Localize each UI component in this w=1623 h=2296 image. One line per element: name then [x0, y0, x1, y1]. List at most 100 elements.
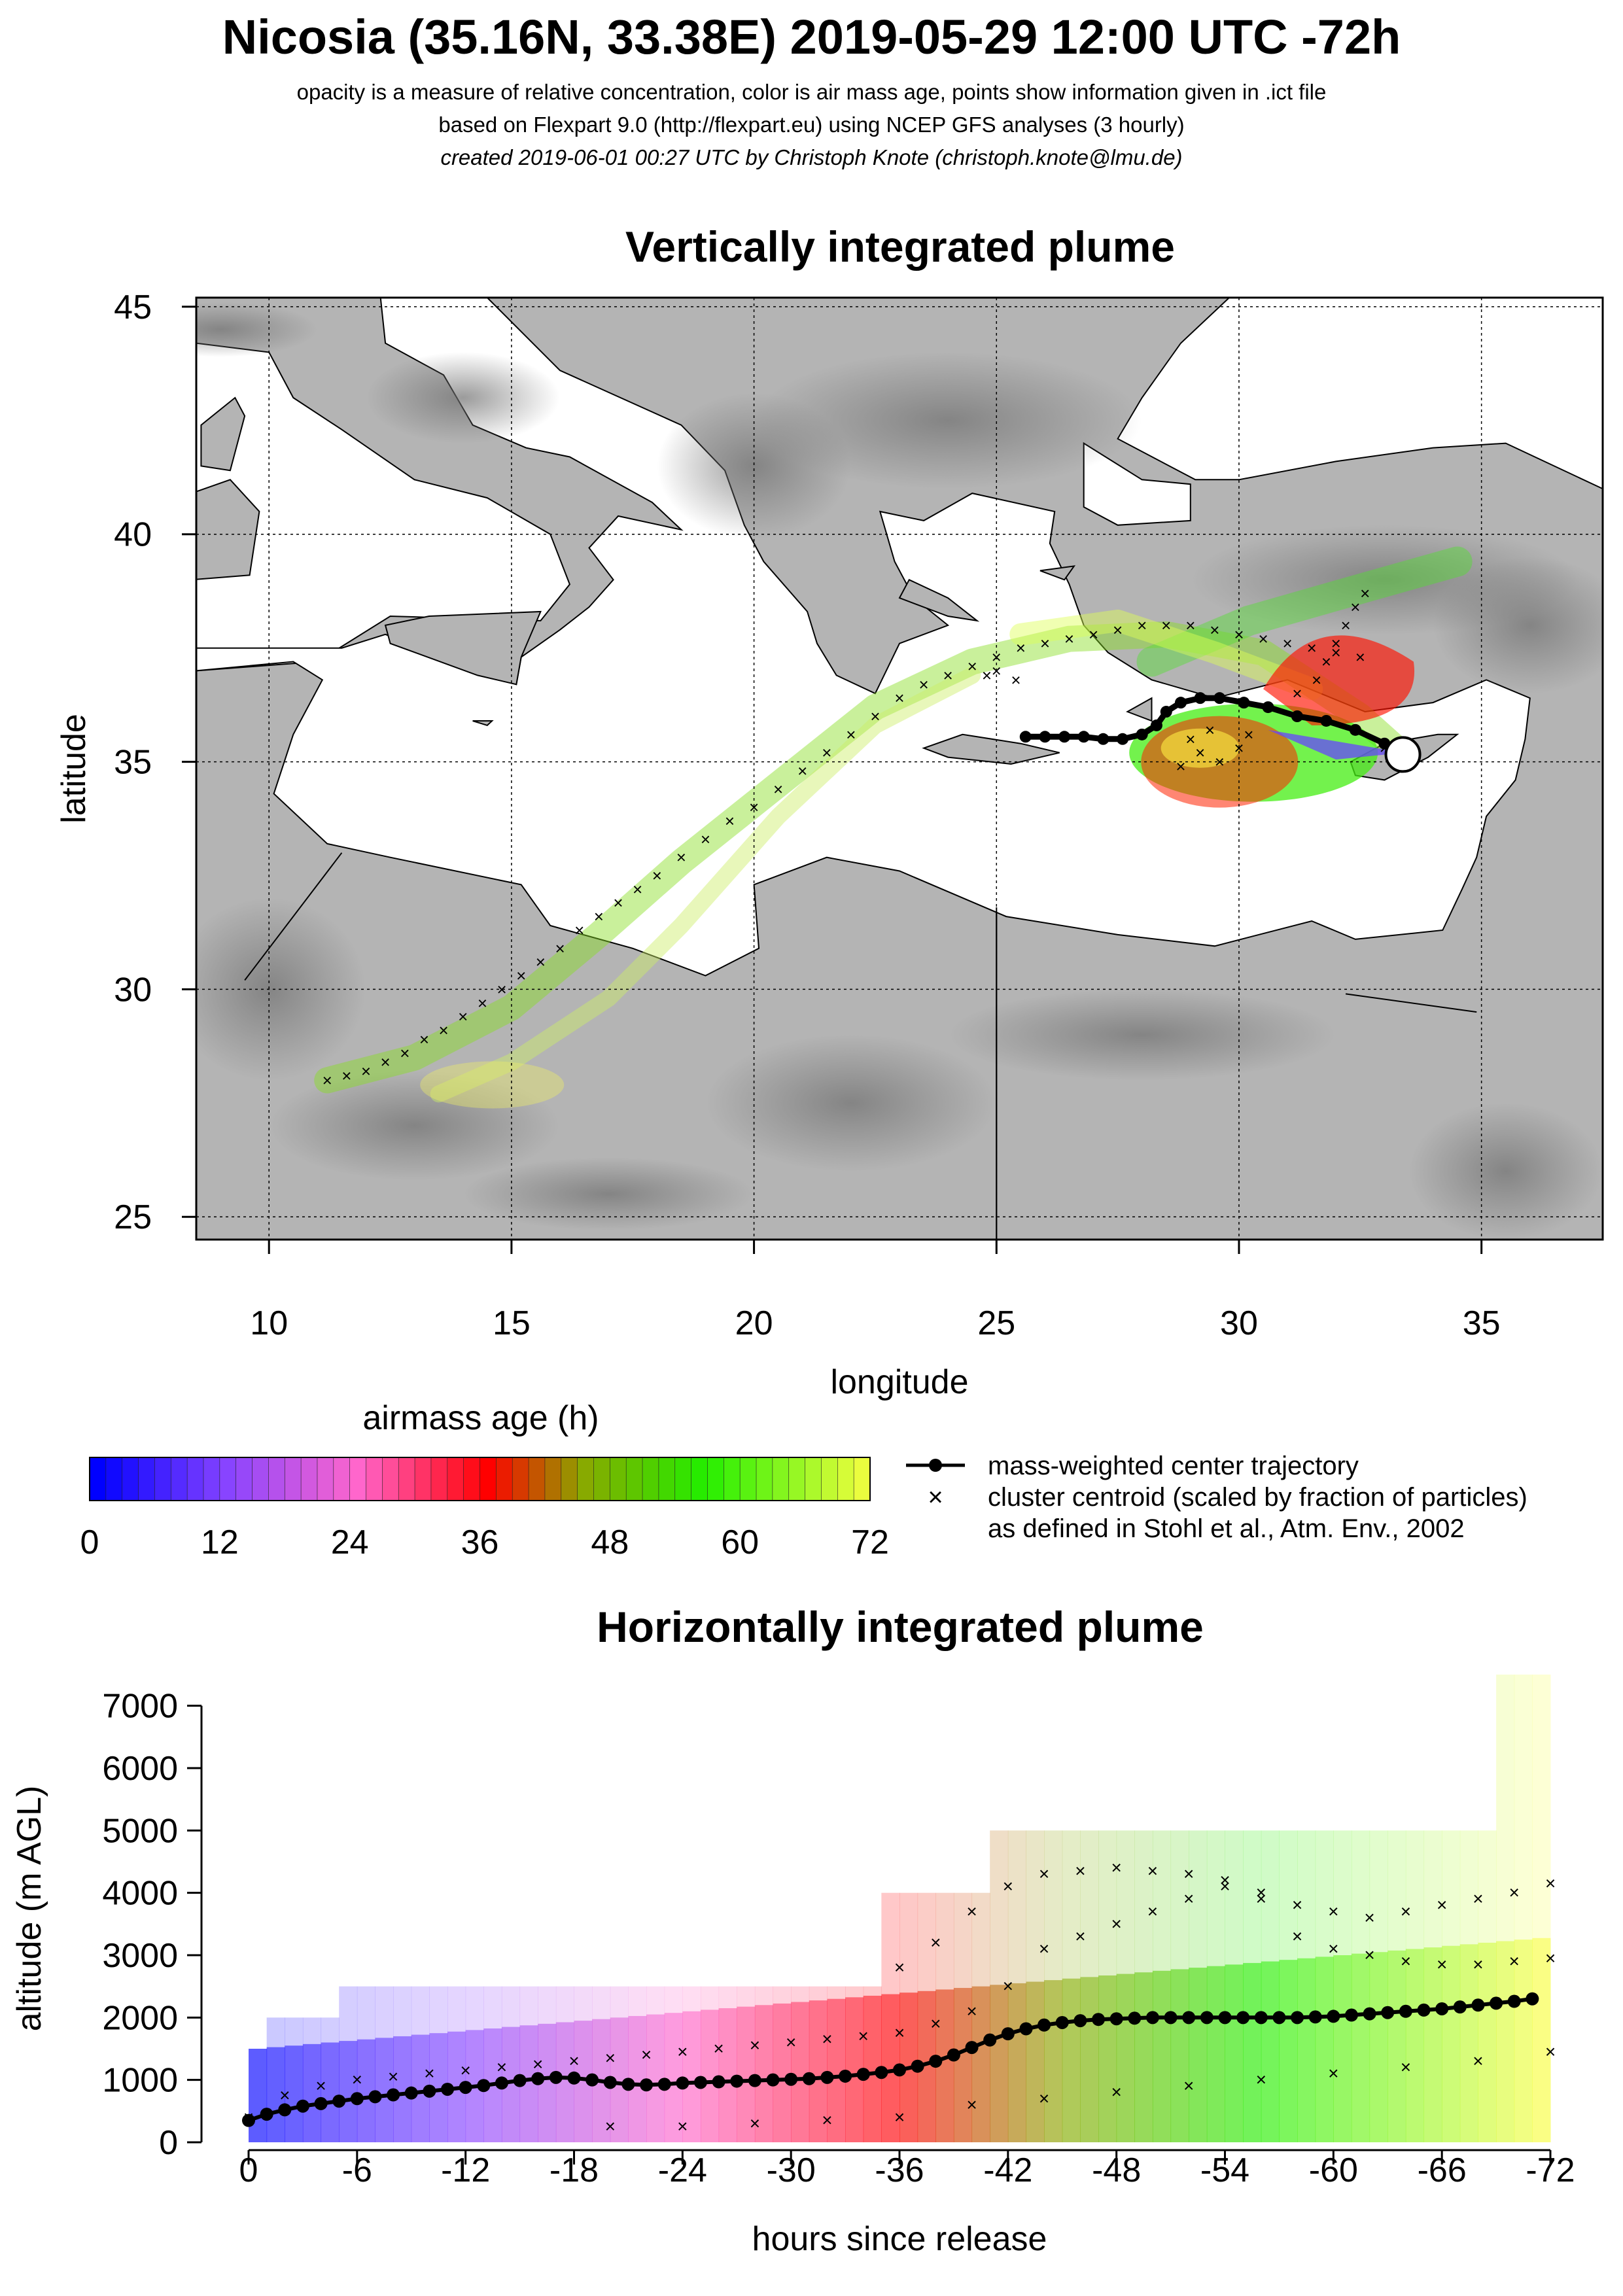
altitude-cluster-point: ×: [750, 2113, 760, 2133]
altitude-cluster-point: ×: [315, 2076, 326, 2096]
colorbar-swatch: [398, 1457, 415, 1501]
altitude-trajectory-point: [856, 2068, 870, 2081]
altitude-trajectory-point: [1308, 2010, 1322, 2024]
colorbar-swatch: [480, 1457, 497, 1501]
altitude-cluster-point: ×: [1509, 1951, 1520, 1972]
map-ytick-label: 25: [114, 1198, 152, 1236]
map-cluster-point: ×: [701, 829, 710, 849]
colorbar-swatch: [610, 1457, 627, 1501]
altitude-cluster-point: ×: [1364, 1907, 1374, 1928]
plume-cell-core: [1007, 1983, 1026, 2142]
colorbar-swatch: [512, 1457, 529, 1501]
altitude-trajectory-point: [784, 2072, 798, 2086]
map-trajectory-point: [1117, 733, 1129, 745]
colorbar-swatch: [122, 1457, 139, 1501]
island-corsica: [200, 396, 246, 472]
map-trajectory-point: [1175, 697, 1187, 709]
map-cluster-point: ×: [1355, 648, 1365, 667]
plume-cell-core: [302, 2044, 322, 2142]
colorbar-swatch: [333, 1457, 351, 1501]
altitude-trajectory-point: [1254, 2011, 1268, 2025]
map-xtick-label: 10: [250, 1304, 288, 1342]
plume-blue-young: [1268, 729, 1405, 760]
altitude-trajectory-point: [242, 2113, 255, 2127]
altitude-xtick-label: -30: [767, 2151, 816, 2189]
map-cluster-point: ×: [1064, 629, 1074, 649]
altitude-xtick-label: -6: [342, 2151, 372, 2189]
map-cluster-point: ×: [1161, 616, 1171, 635]
altitude-trajectory-point: [1055, 2015, 1069, 2029]
colorbar-swatch: [414, 1457, 432, 1501]
plume-cell-core: [754, 2005, 774, 2142]
altitude-cluster-centroids: × × × × × × × × × × × × × × × × × × ××××××××× ×× × × × × × × ×××××…: [243, 1858, 1556, 2137]
map-cluster-point: ×: [1340, 616, 1350, 635]
colorbar-tick-label: 0: [80, 1523, 99, 1561]
map-cluster-point: ×: [400, 1043, 410, 1063]
altitude-cluster-point: ×: [1147, 1901, 1158, 1921]
colorbar-swatch: [691, 1457, 708, 1501]
altitude-trajectory-point: [1490, 1996, 1503, 2010]
altitude-cluster-point: ×: [966, 2001, 977, 2021]
map-cluster-point: ×: [555, 939, 565, 958]
map-cluster-point: ×: [1321, 652, 1331, 672]
map-cluster-point: ×: [846, 725, 856, 744]
map-trajectory-point: [1097, 733, 1109, 745]
terrain-0: [754, 351, 1142, 489]
altitude-trajectory-point: [1145, 2011, 1159, 2025]
colorbar-swatch: [430, 1457, 448, 1501]
colorbar-swatch: [756, 1457, 773, 1501]
island-rhodes: [1126, 697, 1153, 722]
altitude-cluster-point: ×: [1111, 1858, 1121, 1878]
altitude-trajectory-point: [983, 2033, 997, 2047]
altitude-cluster-point: ×: [1039, 1938, 1049, 1958]
colorbar-swatch: [707, 1457, 725, 1501]
plume-yellow-south: [420, 1061, 565, 1109]
island-lesbos: [1039, 565, 1076, 581]
altitude-cluster-point: ×: [713, 2038, 724, 2059]
map-cluster-point: ×: [1292, 684, 1302, 703]
plume-cell-core: [339, 2041, 358, 2142]
altitude-trajectory-point: [423, 2084, 436, 2098]
terrain-3: [1433, 556, 1603, 694]
altitude-trajectory-point: [404, 2086, 418, 2100]
map-panel: × × × × ×× ××××××××××××××××××××××× × × × × × × × × × × ×…: [55, 288, 1604, 1401]
plume-cell-core: [1098, 1975, 1117, 2142]
altitude-trajectory-point: [1182, 2011, 1196, 2025]
plume-cell-core: [1261, 1961, 1280, 2142]
colorbar-swatch: [772, 1457, 790, 1501]
altitude-cluster-point: ×: [1039, 1864, 1049, 1884]
figure-title: Nicosia (35.16N, 33.38E) 2019-05-29 12:0…: [222, 10, 1401, 64]
colorbar-swatch: [577, 1457, 595, 1501]
legend: mass-weighted center trajectory × cluste…: [906, 1452, 1527, 1543]
map-trajectory-point: [1039, 731, 1051, 743]
colorbar-swatch: [788, 1457, 806, 1501]
altitude-trajectory-point: [603, 2076, 617, 2089]
plume-cell-core: [1062, 1978, 1081, 2142]
altitude-trajectory-point: [1092, 2013, 1106, 2026]
altitude-xtick-label: -72: [1526, 2151, 1575, 2189]
subtitle-model: based on Flexpart 9.0 (http://flexpart.e…: [438, 113, 1185, 137]
altitude-trajectory-point: [947, 2048, 960, 2062]
altitude-cluster-point: ×: [1545, 2042, 1556, 2062]
altitude-ytick-label: 6000: [102, 1750, 178, 1788]
altitude-xtick-label: 0: [239, 2151, 258, 2189]
map-cluster-point: ×: [943, 665, 953, 685]
altitude-cluster-point: ×: [1256, 2070, 1266, 2090]
altitude-xtick-label: -18: [550, 2151, 599, 2189]
altitude-cluster-point: ×: [460, 2060, 470, 2080]
altitude-trajectory-point: [513, 2074, 527, 2087]
map-cluster-point: ×: [676, 848, 686, 867]
map-cluster-point: ×: [1215, 752, 1225, 772]
colorbar-frame: [89, 1457, 871, 1501]
map-cluster-point: ×: [992, 648, 1002, 667]
plume-cell-core: [1152, 1970, 1172, 2142]
colorbar-swatch: [186, 1457, 204, 1501]
terrain-9: [1408, 1102, 1603, 1240]
colorbar-swatch: [300, 1457, 318, 1501]
altitude-xtick-label: -12: [441, 2151, 490, 2189]
altitude-cluster-point: ×: [1111, 2082, 1121, 2102]
colorbar-swatch: [837, 1457, 854, 1501]
plume-cell-core: [1333, 1955, 1352, 2142]
colorbar-swatch: [268, 1457, 286, 1501]
